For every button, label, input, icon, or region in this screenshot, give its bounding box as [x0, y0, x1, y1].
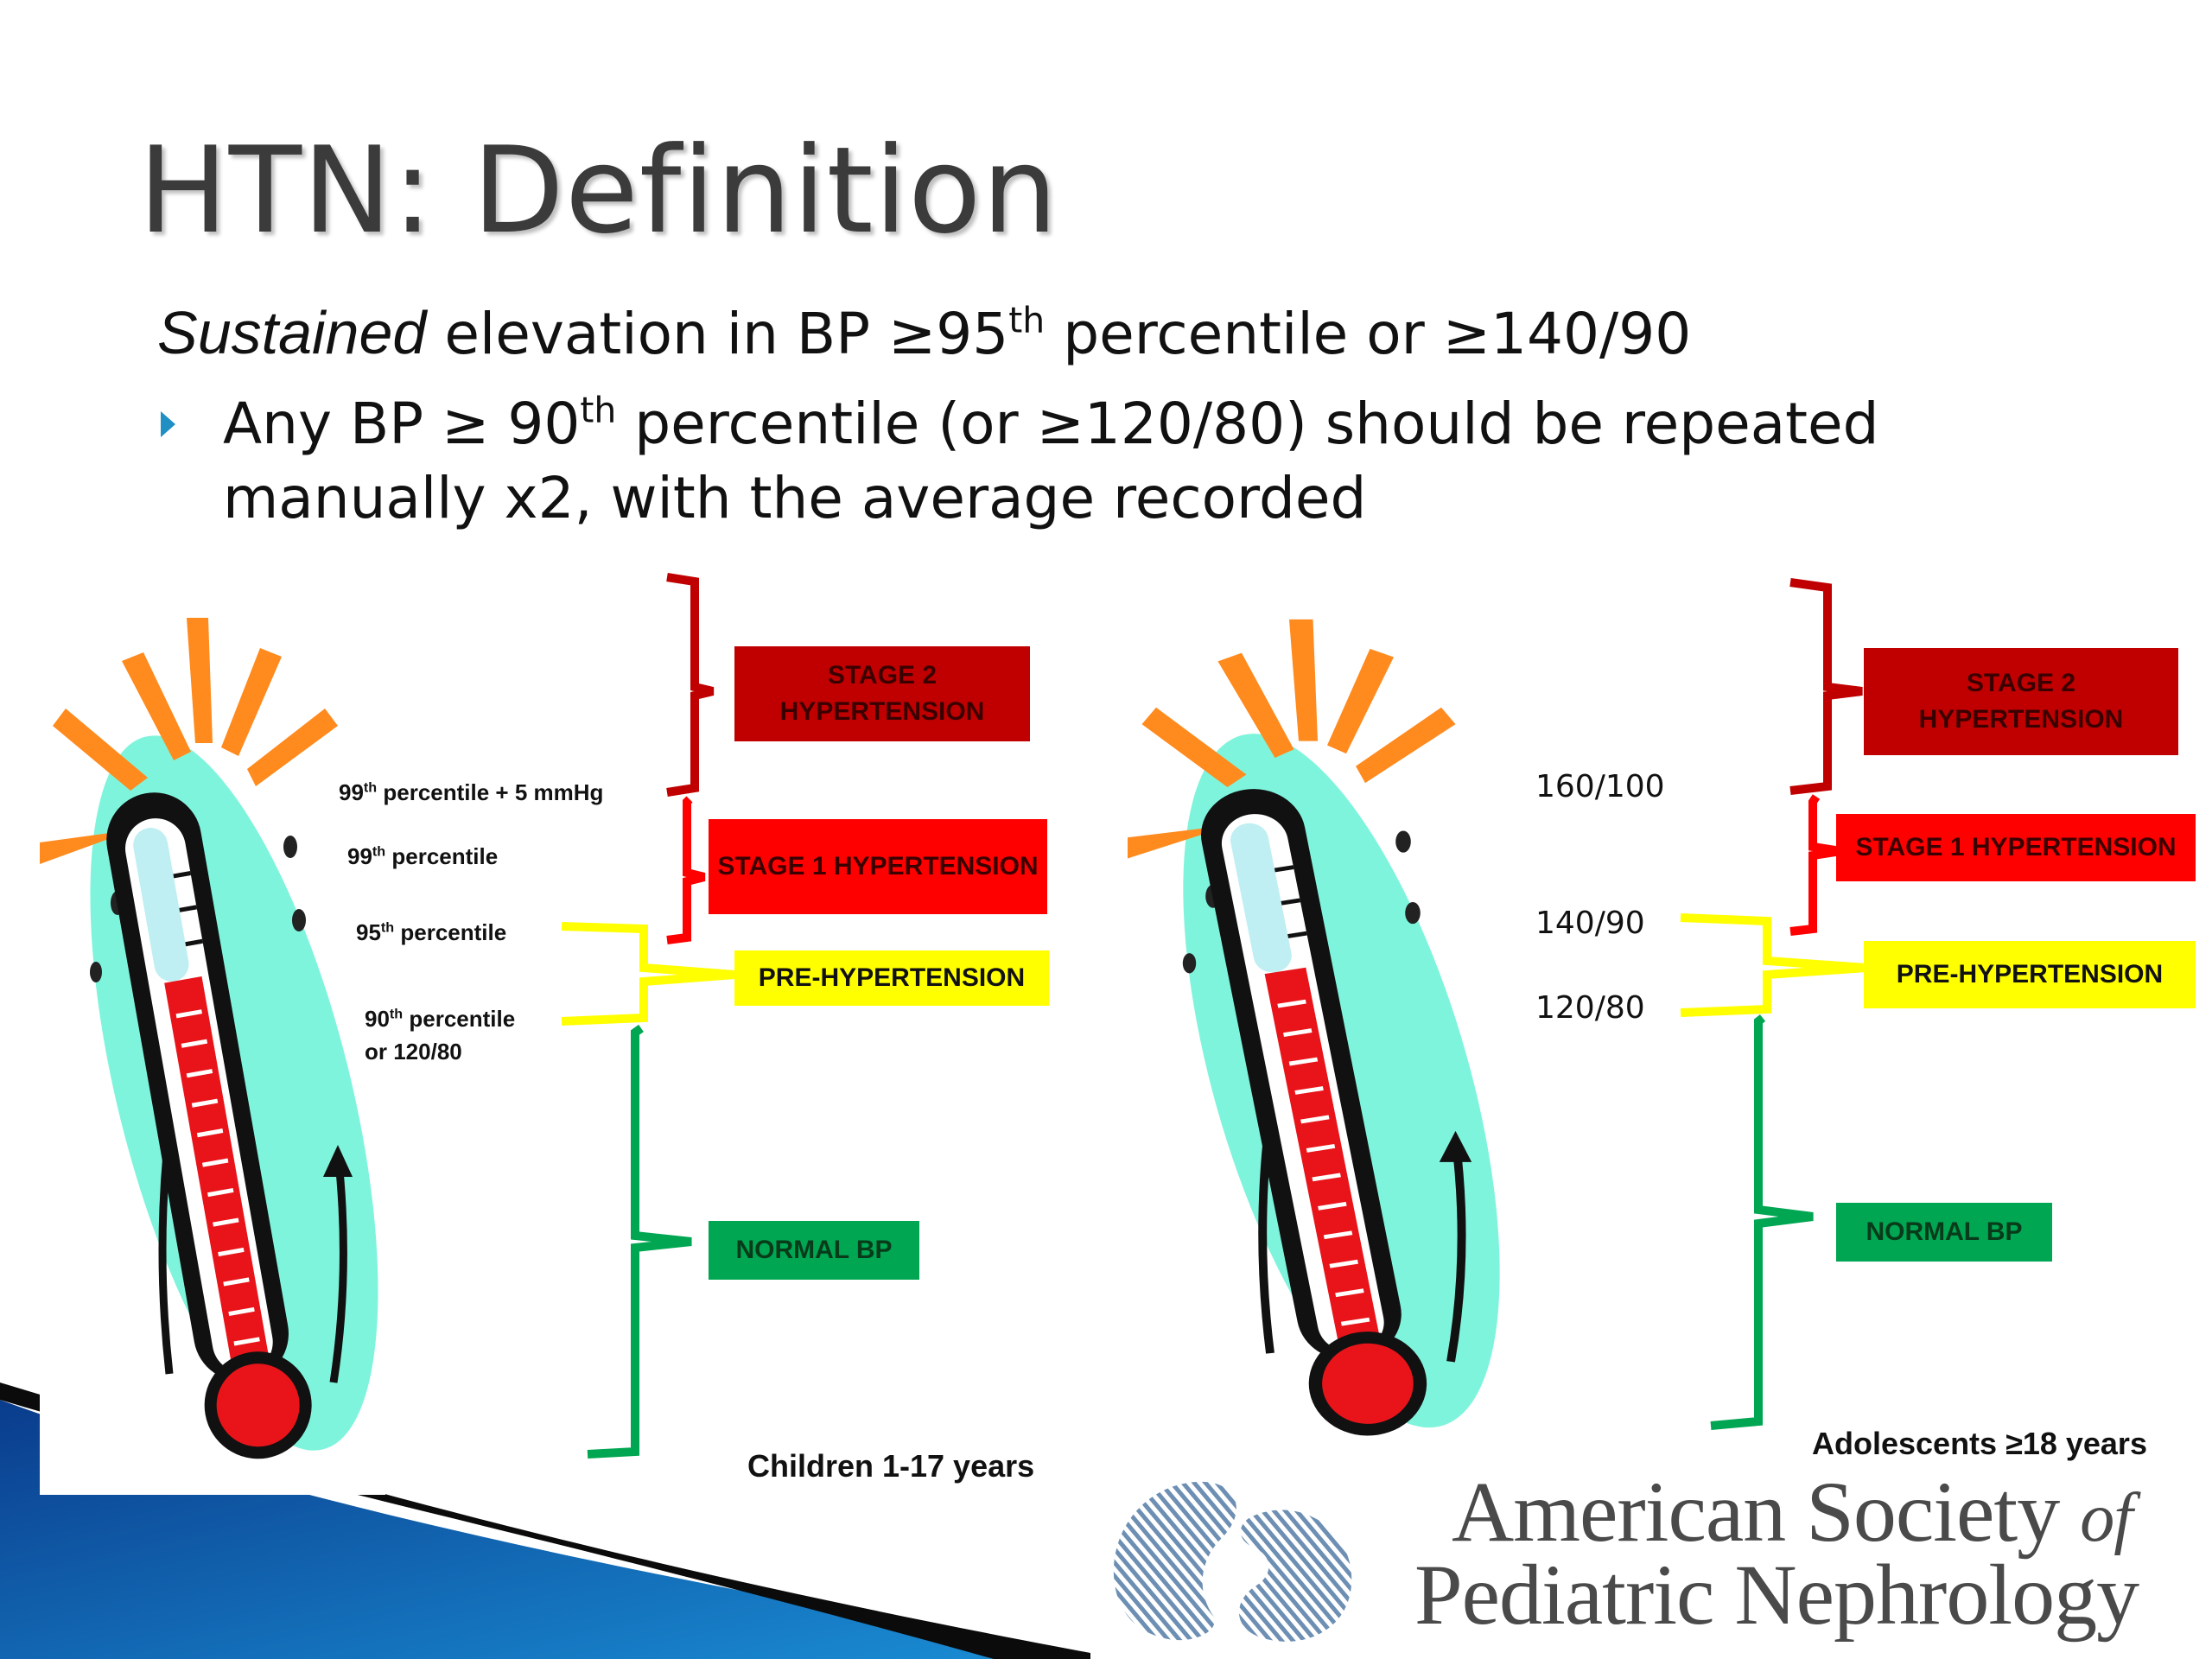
- children-prehtn-box: PRE-HYPERTENSION: [734, 950, 1049, 1006]
- adolescent-thermometer-image: [1128, 615, 1508, 1471]
- logo-line1-of: of: [2080, 1480, 2133, 1556]
- threshold-sup: th: [380, 919, 395, 936]
- bullet-text-pre: Any BP ≥ 90: [223, 391, 581, 457]
- threshold-sup: th: [389, 1006, 404, 1022]
- threshold-160-100: 160/100: [1535, 769, 1665, 804]
- adolescent-normal-box: NORMAL BP: [1836, 1203, 2052, 1262]
- threshold-sup: th: [363, 779, 378, 796]
- threshold-text-line2: or 120/80: [365, 1039, 462, 1065]
- definition-sup: th: [1008, 299, 1046, 341]
- children-thermometer-image: [40, 613, 385, 1495]
- thermometer-icon: [1128, 619, 1500, 1436]
- threshold-99-plus5: 99th percentile + 5 mmHg: [339, 776, 603, 809]
- threshold-num: 99: [347, 843, 372, 869]
- threshold-120-80: 120/80: [1535, 990, 1645, 1026]
- threshold-sup: th: [372, 843, 386, 860]
- definition-emphasis: Sustained: [157, 299, 427, 366]
- adolescent-stage1-box: STAGE 1 HYPERTENSION: [1836, 814, 2196, 881]
- children-stage2-box: STAGE 2 HYPERTENSION: [734, 646, 1030, 741]
- threshold-text: percentile: [403, 1006, 516, 1032]
- children-stage1-box: STAGE 1 HYPERTENSION: [709, 819, 1047, 914]
- corner-swoosh-decoration: [0, 1382, 1123, 1659]
- threshold-90: 90th percentile or 120/80: [365, 1002, 515, 1068]
- thermometer-icon: [40, 618, 378, 1459]
- threshold-num: 99: [339, 779, 364, 805]
- bullet-sup: th: [580, 389, 617, 431]
- threshold-num: 95: [356, 919, 381, 945]
- threshold-text: percentile: [394, 919, 507, 945]
- logo-line1: American Society of: [1452, 1462, 2133, 1561]
- bullet-arrow-icon: [161, 411, 175, 437]
- bullet-text-post: percentile (or ≥120/80) should be repeat…: [223, 391, 1879, 531]
- threshold-99: 99th percentile: [347, 840, 498, 873]
- adolescent-stage2-box: STAGE 2 HYPERTENSION: [1864, 648, 2178, 755]
- threshold-num: 90: [365, 1006, 390, 1032]
- children-normal-box: NORMAL BP: [709, 1221, 919, 1280]
- aspn-logo-mark: [1113, 1481, 1352, 1642]
- slide-title: HTN: Definition: [138, 121, 1058, 260]
- bullet-text: Any BP ≥ 90th percentile (or ≥120/80) sh…: [223, 387, 2124, 536]
- logo-line2: Pediatric Nephrology: [1414, 1547, 2139, 1643]
- threshold-95: 95th percentile: [356, 916, 506, 949]
- adolescent-prehtn-box: PRE-HYPERTENSION: [1864, 941, 2196, 1008]
- logo-line1-text: American Society: [1452, 1464, 2060, 1560]
- adolescent-caption: Adolescents ≥18 years: [1812, 1426, 2147, 1461]
- definition-text-post: percentile or ≥140/90: [1045, 301, 1692, 367]
- threshold-text: percentile + 5 mmHg: [377, 779, 604, 805]
- children-caption: Children 1-17 years: [747, 1448, 1035, 1484]
- threshold-text: percentile: [385, 843, 499, 869]
- definition-line: Sustained elevation in BP ≥95th percenti…: [157, 298, 1691, 367]
- threshold-140-90: 140/90: [1535, 906, 1645, 941]
- aspn-logo: American Society of Pediatric Nephrology: [1090, 1462, 2212, 1659]
- definition-text-pre: elevation in BP ≥95: [426, 301, 1009, 367]
